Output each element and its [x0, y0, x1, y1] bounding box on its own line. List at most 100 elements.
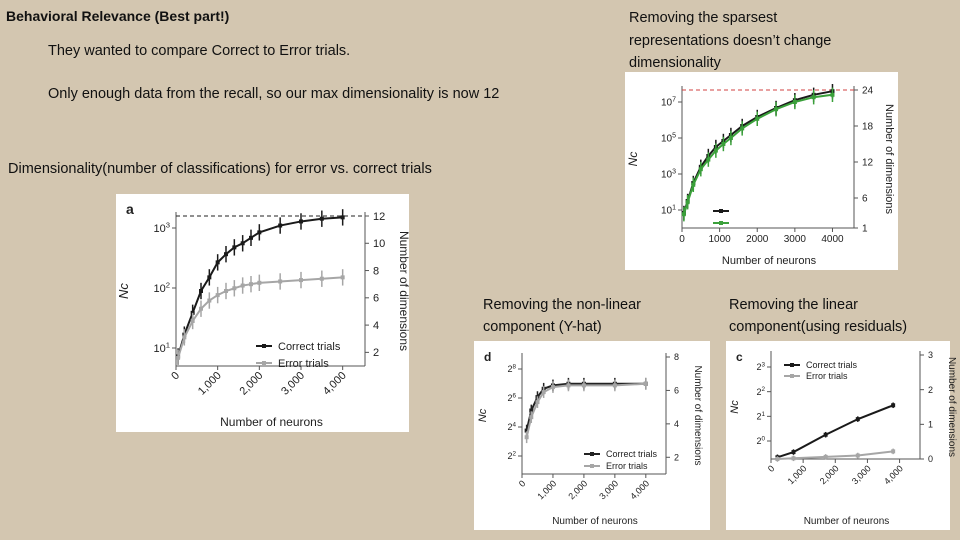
- y-left-tick-label: 22: [507, 451, 516, 462]
- series-line: [177, 216, 343, 357]
- x-tick-label: 2,000: [566, 478, 589, 501]
- y-axis-label-right: Number of dimensions: [946, 357, 957, 457]
- caption-nonlinear-line: Removing the non-linear: [483, 297, 641, 313]
- x-tick-label: 3,000: [850, 463, 873, 486]
- caption-sparse: Removing the sparsest representations do…: [629, 7, 831, 75]
- data-point: [182, 335, 187, 340]
- x-tick-label: 4,000: [628, 478, 651, 501]
- caption-sparse-line: representations doesn’t change: [629, 32, 832, 49]
- legend-label: Correct trials: [806, 360, 858, 370]
- series-line: [777, 404, 894, 459]
- data-point: [691, 182, 696, 187]
- x-tick-label: 0: [517, 478, 528, 489]
- y-axis-label-left: Nc: [116, 283, 131, 299]
- x-tick-label: 3,000: [597, 478, 620, 501]
- y-right-tick-label: 4: [373, 320, 379, 332]
- x-tick-label: 4000: [821, 234, 844, 245]
- y-left-tick-label: 28: [507, 364, 516, 375]
- data-point: [190, 310, 195, 315]
- y-left-tick-label: 23: [756, 362, 765, 373]
- data-point: [891, 403, 896, 408]
- data-point: [755, 116, 760, 121]
- data-point: [791, 456, 796, 461]
- y-left-tick-label: 107: [661, 97, 676, 109]
- x-axis-label: Number of neurons: [552, 516, 638, 527]
- data-point: [199, 289, 203, 293]
- chart-panel-a: a 2 4 6 8 10 12 101 102 103 0 1,000 2,000 3,000 4,000 N…: [116, 194, 411, 432]
- data-point: [529, 415, 534, 420]
- y-right-tick-label: 1: [862, 224, 868, 235]
- data-point: [224, 252, 228, 257]
- y-axis-label-left: Nc: [477, 408, 489, 422]
- data-point: [215, 293, 220, 298]
- x-axis-label: Number of neurons: [804, 516, 890, 527]
- data-point: [299, 278, 303, 283]
- data-point: [215, 260, 220, 265]
- y-right-tick-label: 10: [373, 238, 385, 250]
- slide-title: Behavioral Relevance (Best part!): [6, 8, 230, 24]
- data-point: [791, 450, 796, 455]
- data-point: [278, 279, 283, 284]
- legend-marker: [262, 361, 266, 365]
- series-line: [682, 93, 833, 215]
- x-tick-label: 2,000: [238, 370, 266, 398]
- data-point: [728, 136, 733, 140]
- data-point: [855, 453, 860, 458]
- data-point: [299, 219, 303, 224]
- chart-panel-c: c 0 1 2 3 20 21 22 23 0 1,000 2,000 3,000 4,000 Number…: [726, 341, 957, 530]
- x-tick-label: 2000: [746, 234, 769, 245]
- data-point: [775, 457, 780, 461]
- data-point: [232, 245, 237, 250]
- text-line-dimensionality-max: Only enough data from the recall, so our…: [48, 86, 500, 102]
- data-point: [207, 275, 212, 280]
- y-right-tick-label: 2: [928, 385, 933, 395]
- panel-letter: c: [736, 350, 743, 364]
- data-point: [792, 100, 797, 104]
- caption-sparse-line: Removing the sparsest: [629, 10, 778, 26]
- y-right-tick-label: 2: [674, 452, 679, 462]
- x-tick-label: 4,000: [882, 463, 905, 486]
- legend-marker: [590, 452, 594, 456]
- data-point: [340, 275, 345, 280]
- data-point: [541, 390, 546, 395]
- y-right-tick-label: 4: [674, 419, 679, 429]
- y-axis-label-right: Number of dimensions: [883, 104, 895, 215]
- y-axis-label-right: Number of dimensions: [692, 365, 703, 465]
- x-tick-label: 4,000: [321, 370, 349, 398]
- data-point: [224, 289, 228, 293]
- data-point: [257, 230, 262, 235]
- y-right-tick-label: 24: [862, 86, 874, 97]
- x-axis-label: Number of neurons: [220, 415, 323, 429]
- chart-panel-sparse: 1 6 12 18 24 101 103 105 107 0 1000 2000 3000 4000 Num…: [625, 72, 898, 270]
- x-tick-label: 3000: [784, 234, 807, 245]
- legend-marker: [262, 344, 266, 348]
- text-line-compare: They wanted to compare Correct to Error …: [48, 43, 351, 59]
- x-tick-label: 1,000: [196, 370, 224, 398]
- data-point: [721, 142, 726, 146]
- x-tick-label: 3,000: [279, 370, 307, 398]
- x-tick-label: 1,000: [786, 463, 809, 486]
- data-point: [706, 157, 711, 162]
- data-point: [811, 95, 816, 100]
- series-line: [682, 90, 833, 214]
- data-point: [855, 417, 860, 422]
- legend-marker: [790, 363, 794, 367]
- data-point: [240, 283, 245, 288]
- data-point: [698, 167, 703, 172]
- data-point: [529, 408, 534, 413]
- x-tick-label: 0: [766, 463, 777, 474]
- y-left-tick-label: 101: [661, 205, 676, 217]
- data-point: [566, 383, 571, 388]
- y-right-tick-label: 6: [674, 386, 679, 396]
- legend-marker: [590, 464, 594, 468]
- x-axis-label: Number of neurons: [722, 255, 817, 267]
- caption-sparse-line: dimensionality: [629, 55, 721, 71]
- y-right-tick-label: 3: [928, 350, 933, 360]
- data-point: [176, 355, 181, 360]
- panel-letter: a: [126, 201, 134, 217]
- data-point: [240, 241, 245, 246]
- caption-nonlinear-line: component (Y-hat): [483, 319, 602, 335]
- data-point: [740, 126, 745, 131]
- legend-label: Correct trials: [606, 449, 658, 459]
- data-point: [319, 276, 324, 281]
